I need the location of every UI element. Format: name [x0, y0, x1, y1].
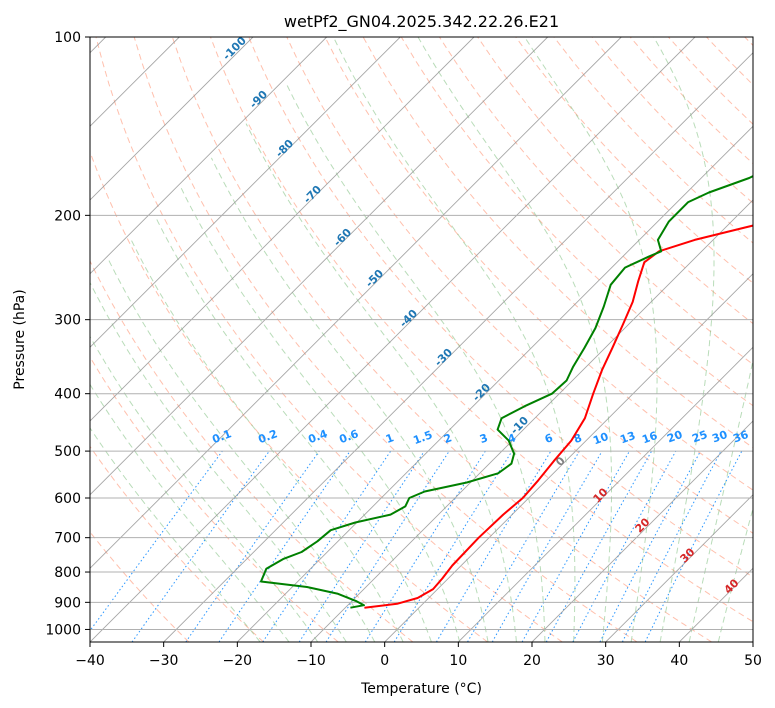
moist-adiabat-line — [180, 187, 461, 642]
mixing-ratio-label: 8 — [572, 431, 584, 446]
x-tick-label: 20 — [523, 653, 541, 669]
plot-background — [90, 37, 753, 642]
x-tick-label: 50 — [744, 653, 762, 669]
profile-lines — [260, 175, 753, 609]
moist-adiabat-line — [653, 37, 715, 642]
y-tick-label: 100 — [54, 30, 81, 46]
isotherm-line — [90, 37, 475, 422]
isotherm-line — [90, 37, 622, 569]
isotherm-line — [90, 37, 696, 642]
moist-adiabat-line — [245, 123, 517, 642]
mixing-ratio-label: 2 — [442, 431, 454, 446]
mixing-ratio-label: 16 — [640, 429, 659, 447]
moist-adiabat-line — [90, 383, 290, 642]
mixing-ratio-line — [185, 450, 320, 642]
mixing-ratio-line — [298, 450, 425, 642]
mixing-ratio-line — [545, 450, 653, 642]
moist-adiabat-line — [524, 37, 658, 642]
y-tick-label: 700 — [54, 531, 81, 547]
mixing-ratio-line — [644, 450, 743, 642]
isotherm-line — [90, 37, 549, 496]
mixing-ratio-label: 13 — [618, 429, 637, 446]
x-tick-label: 10 — [449, 653, 467, 669]
moist-adiabat-line — [332, 37, 576, 642]
mixing-ratio-label: 4 — [506, 431, 518, 446]
mixing-ratio-line — [393, 450, 513, 642]
mixing-ratio-label: 36 — [731, 428, 750, 446]
dry-adiabat-line — [248, 37, 753, 578]
isotherm-line — [236, 125, 753, 642]
isotherm-line — [605, 494, 753, 642]
dry-adiabat-line — [171, 37, 712, 642]
mixing-ratio-label: 20 — [665, 428, 684, 446]
dry-adiabat-line — [324, 37, 753, 491]
x-tick-label: 40 — [670, 653, 688, 669]
x-tick-label: 0 — [380, 653, 389, 669]
mixing-ratio-line — [262, 450, 392, 642]
mixing-ratio-label: 1.5 — [411, 428, 434, 447]
mixing-ratio-line — [572, 450, 677, 642]
mixing-ratio-label: 6 — [543, 431, 555, 446]
x-tick-label: −10 — [296, 653, 326, 669]
dry-adiabat-line — [90, 356, 339, 642]
isotherm-line — [90, 37, 328, 275]
axes: −40 −30 −20 −10 0 10 20 30 40 5010020030040050060… — [45, 30, 762, 669]
moist-adiabat-line — [688, 358, 753, 642]
mixing-ratio-line — [218, 450, 351, 642]
mixing-ratio-label: 25 — [690, 428, 709, 445]
plot-frame — [89, 36, 754, 643]
moist-adiabat-line — [717, 506, 753, 642]
mixing-ratio-label: 0.2 — [256, 427, 279, 446]
x-tick-label: −20 — [223, 653, 253, 669]
isotherm-line — [163, 52, 753, 642]
mixing-ratio-label: 0.4 — [306, 427, 329, 446]
mixing-ratio-line — [90, 450, 223, 632]
moist-adiabat-line — [90, 427, 261, 642]
x-axis-label: Temperature (°C) — [360, 681, 482, 697]
dry-adiabat-line — [90, 259, 414, 642]
temperature-line — [364, 224, 753, 609]
x-tick-label: −30 — [149, 653, 179, 669]
y-axis-label: Pressure (hPa) — [12, 289, 28, 389]
dry-adiabat-line — [515, 37, 753, 284]
mixing-ratio-label: 1 — [384, 431, 396, 446]
chart-title: wetPf2_GN04.2025.342.22.26.E21 — [284, 12, 559, 32]
y-tick-label: 400 — [54, 387, 81, 403]
mixing-ratio-line — [521, 450, 630, 642]
moist-adiabat-line — [417, 37, 612, 642]
isotherm-line — [384, 273, 753, 642]
y-tick-label: 300 — [54, 313, 81, 329]
y-tick-label: 800 — [54, 565, 81, 581]
moist-adiabat-line — [154, 215, 432, 642]
y-tick-label: 200 — [54, 208, 81, 224]
isotherm-line — [310, 199, 753, 642]
x-tick-label: −40 — [75, 653, 105, 669]
x-tick-label: 30 — [597, 653, 615, 669]
dry-adiabat-line — [210, 37, 753, 623]
y-tick-label: 600 — [54, 491, 81, 507]
mixing-ratio-line — [325, 450, 450, 642]
dry-adiabat-line — [95, 37, 563, 642]
mixing-ratio-label: 3 — [478, 431, 490, 446]
mixing-ratio-line — [131, 450, 270, 642]
y-tick-label: 900 — [54, 595, 81, 611]
isotherm-line — [531, 420, 753, 642]
y-tick-label: 1000 — [45, 622, 81, 638]
dewpoint-line — [260, 175, 753, 609]
y-tick-label: 500 — [54, 444, 81, 460]
mixing-ratio-label: 0.6 — [337, 427, 360, 446]
dry-adiabat-line — [90, 445, 264, 642]
isotherm-line — [752, 641, 753, 642]
dry-adiabat-line — [286, 37, 753, 534]
isotherm-line — [457, 346, 753, 642]
isotherm-line — [90, 37, 401, 348]
moist-adiabat-line — [90, 281, 347, 642]
moist-adiabat-line — [90, 335, 319, 642]
moist-adiabat-line — [285, 83, 546, 642]
mixing-ratio-label: 30 — [710, 428, 729, 446]
mixing-ratio-label: 0.1 — [210, 427, 233, 446]
isotherm-line — [90, 37, 254, 201]
mixing-ratio-label: 10 — [591, 430, 610, 448]
